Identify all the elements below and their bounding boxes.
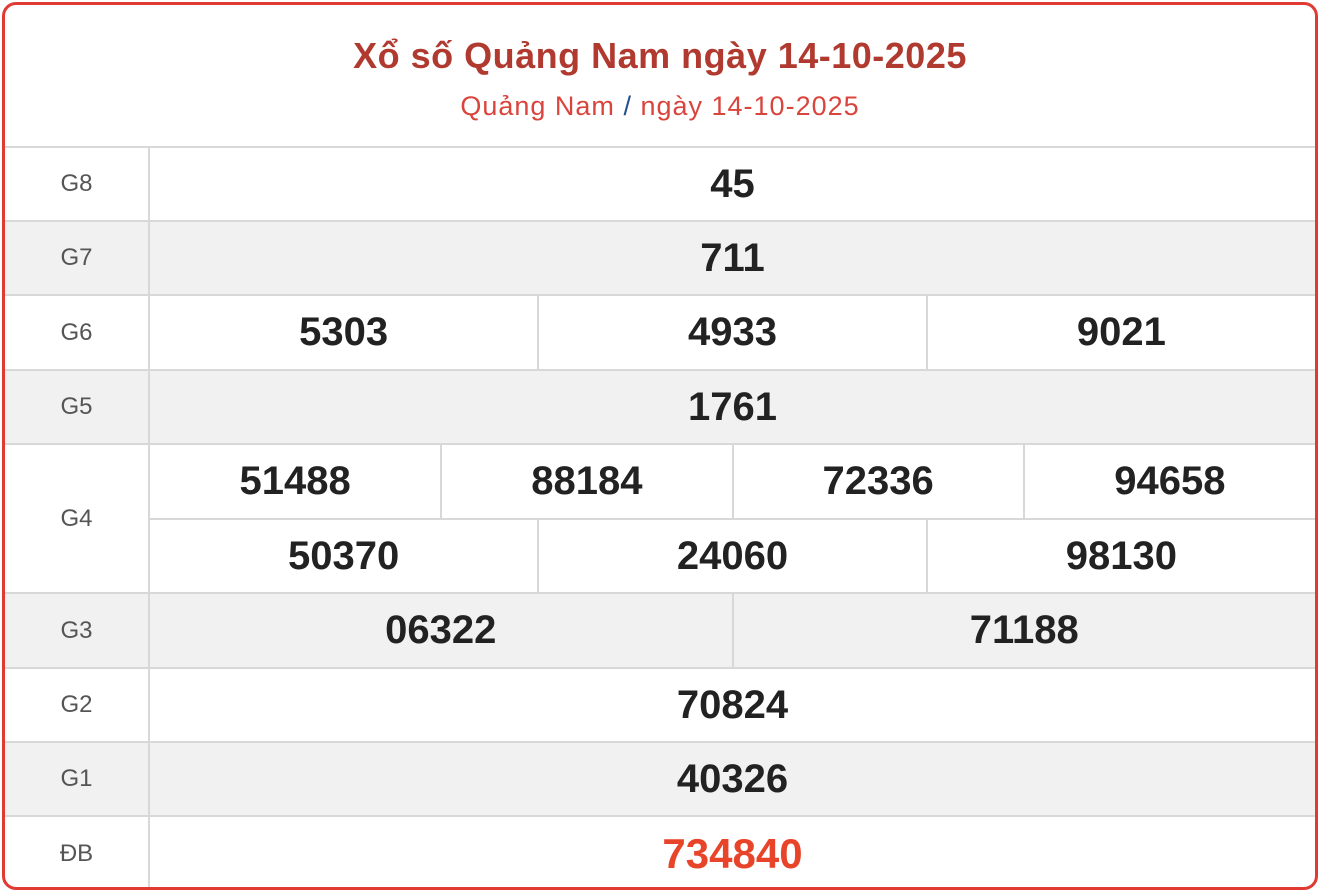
row-g7: G7 711 [5,220,1315,295]
breadcrumb: Quảng Nam / ngày 14-10-2025 [5,91,1315,122]
row-special: ĐB 734840 [5,815,1315,887]
prize-number: 06322 [150,594,733,667]
prize-label: G7 [5,220,149,295]
prize-number: 40326 [148,741,1315,816]
row-g2: G2 70824 [5,667,1315,742]
prize-label: G3 [5,592,149,668]
prize-number: 5303 [299,310,389,354]
prize-number: 51488 [239,459,351,503]
prize-number: 72336 [731,445,1024,518]
prize-number: 98130 [925,519,1315,592]
prize-label: G2 [5,667,149,742]
prize-number: 94658 [1022,445,1315,518]
results-table: G8 45 G7 711 G6 5303 4933 9021 G5 1761 G4 5… [5,146,1315,887]
row-g4: G4 51488 88184 72336 94658 50370 24060 9… [5,443,1315,593]
prize-number: 9021 [925,296,1315,369]
prize-label: G8 [5,146,149,221]
breadcrumb-province-link[interactable]: Quảng Nam [460,91,615,121]
prize-number: 70824 [148,667,1315,742]
prize-number: 45 [148,146,1315,221]
prize-label: G5 [5,369,149,444]
prize-number: 88184 [440,445,733,518]
row-g8: G8 45 [5,146,1315,221]
header: Xổ số Quảng Nam ngày 14-10-2025 Quảng Na… [5,5,1315,146]
special-prize-number: 734840 [148,815,1315,887]
prize-number: 711 [148,220,1315,295]
prize-label: G4 [5,443,149,593]
page-title: Xổ số Quảng Nam ngày 14-10-2025 [353,35,967,76]
prize-label: G1 [5,741,149,816]
breadcrumb-date-link[interactable]: ngày 14-10-2025 [640,91,860,121]
prize-number: 71188 [731,594,1315,667]
row-g5: G5 1761 [5,369,1315,444]
prize-number: 1761 [148,369,1315,444]
prize-number: 4933 [537,296,927,369]
prize-label: G6 [5,294,149,370]
breadcrumb-separator: / [623,91,632,121]
row-g1: G1 40326 [5,741,1315,816]
prize-number: 50370 [288,533,400,578]
prize-label: ĐB [5,815,149,887]
prize-number: 24060 [537,519,927,592]
row-g6: G6 5303 4933 9021 [5,294,1315,370]
row-g3: G3 06322 71188 [5,592,1315,668]
